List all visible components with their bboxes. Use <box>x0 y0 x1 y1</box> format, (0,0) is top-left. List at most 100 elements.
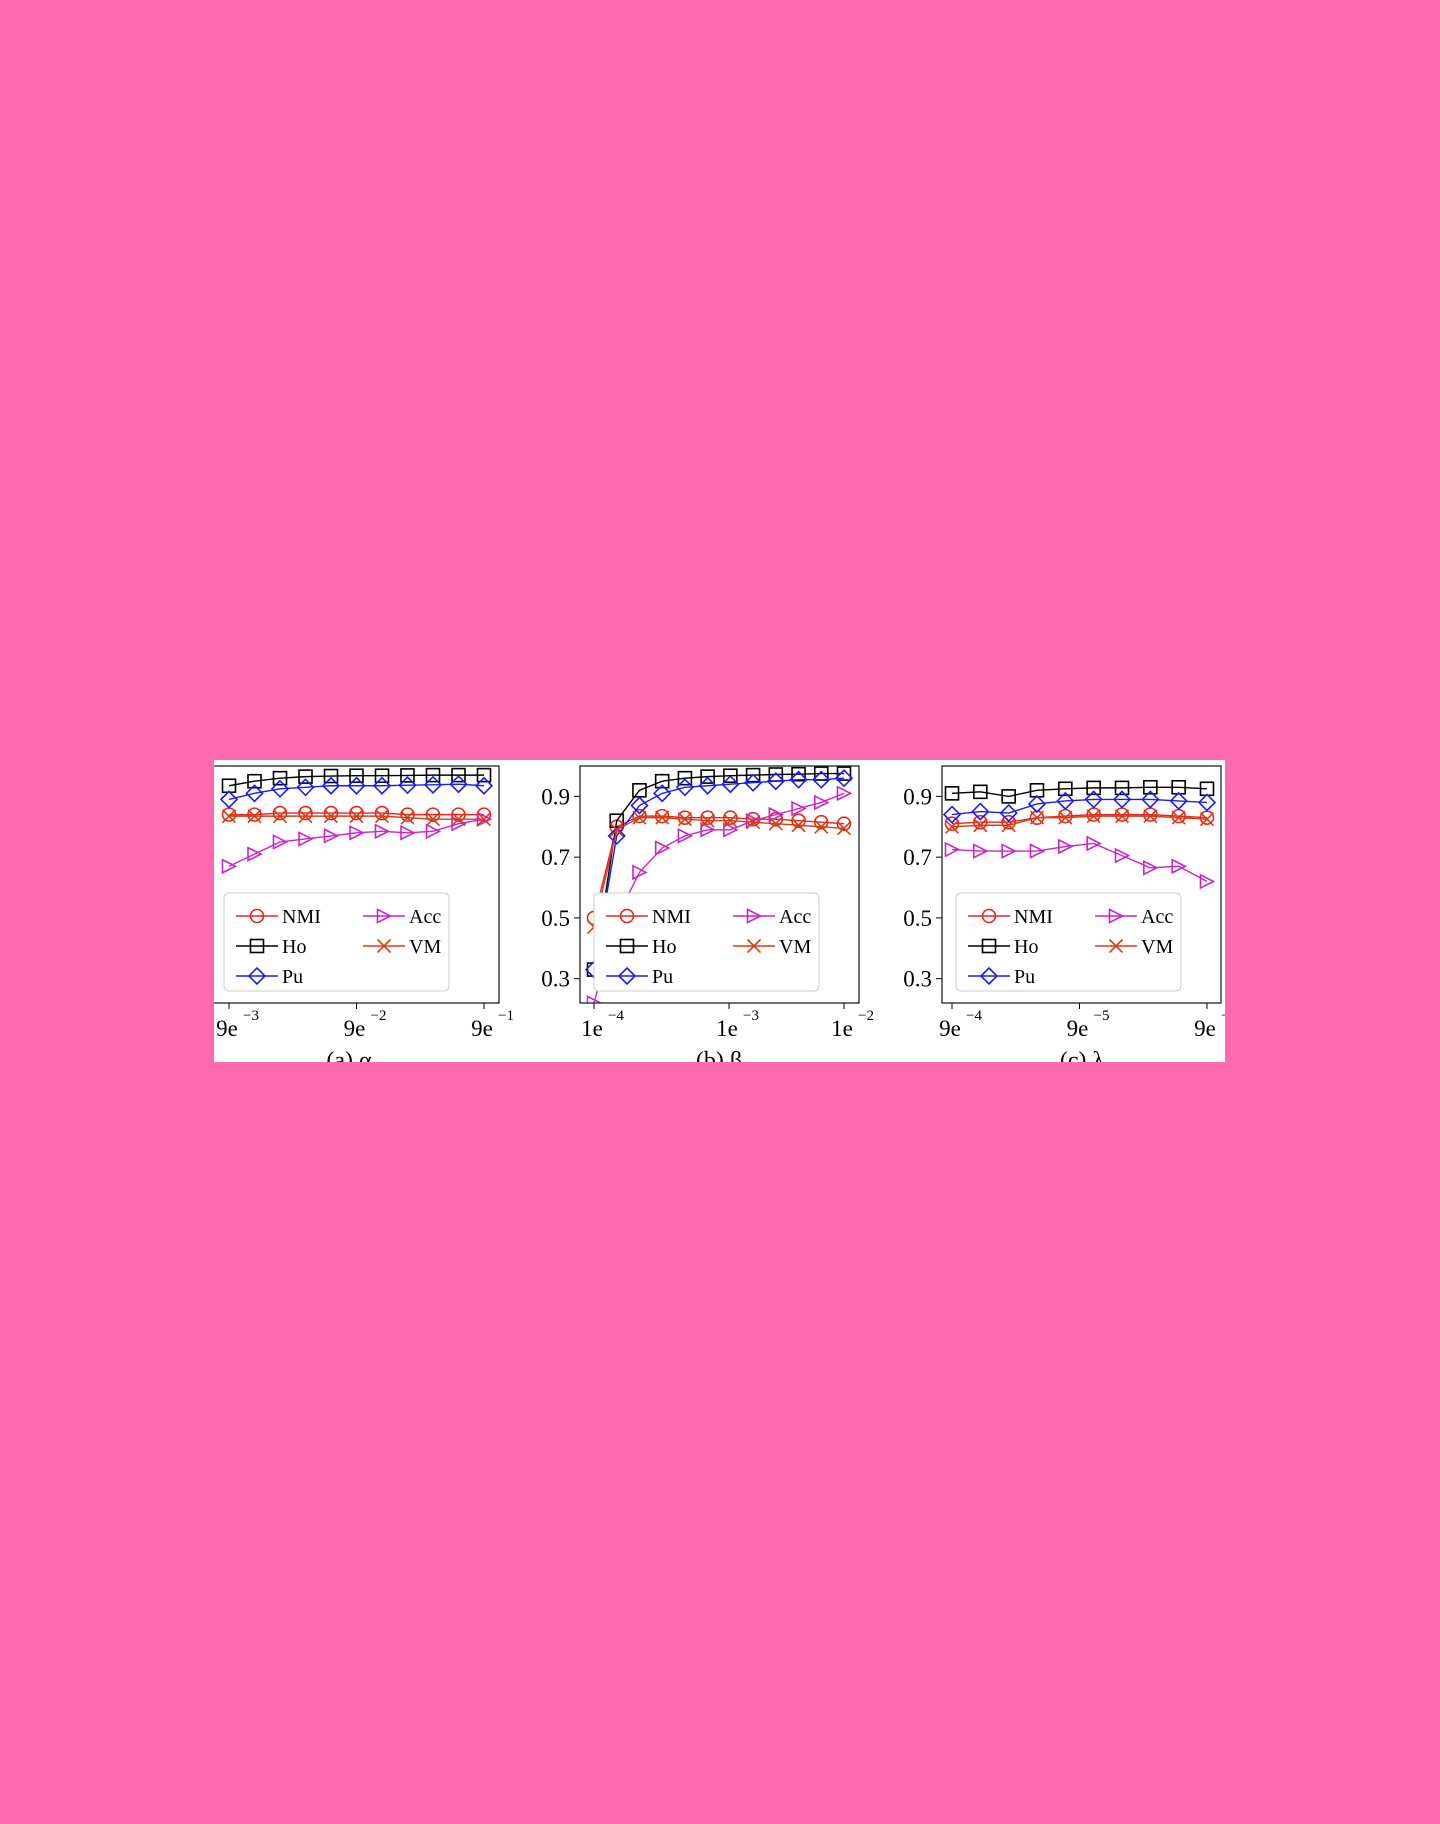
legend-label-acc: Acc <box>779 906 811 928</box>
series-line-nmi <box>229 812 484 816</box>
data-point-vm <box>272 809 288 824</box>
data-point-acc <box>677 828 694 844</box>
legend-box <box>223 892 450 992</box>
data-point-vm <box>1001 818 1016 833</box>
data-point-vm <box>374 809 390 824</box>
data-point-vm <box>298 809 313 824</box>
data-point-acc <box>1029 843 1046 859</box>
data-point-ho <box>836 766 852 781</box>
data-point-vm <box>677 812 692 827</box>
data-point-nmi <box>723 810 738 825</box>
data-point-acc <box>632 864 648 881</box>
series-line-nmi <box>951 813 1208 825</box>
data-point-vm <box>746 815 761 830</box>
legend-marker-pu <box>979 966 999 986</box>
data-point-pu <box>270 779 290 798</box>
data-point-pu <box>1169 791 1188 811</box>
x-tick-exponent: −1 <box>498 1008 514 1024</box>
legend-label-vm: VM <box>1141 936 1173 958</box>
series-line-ho <box>951 786 1208 798</box>
data-point-acc <box>221 858 238 875</box>
data-point-ho <box>451 767 466 783</box>
data-point-vm <box>836 821 852 836</box>
data-point-acc <box>813 794 830 811</box>
data-point-vm <box>791 818 806 833</box>
data-point-nmi <box>247 807 262 822</box>
series-line-ho <box>593 772 844 970</box>
data-point-ho <box>1114 780 1130 796</box>
data-point-pu <box>474 776 494 795</box>
data-point-acc <box>586 995 603 1003</box>
data-point-pu <box>245 784 264 803</box>
data-point-vm <box>944 819 960 834</box>
legend-label-nmi: NMI <box>1014 906 1053 928</box>
data-point-pu <box>347 776 366 795</box>
x-tick-exponent: −5 <box>1094 1008 1110 1024</box>
x-tick-label: 9e <box>1194 1016 1216 1041</box>
figure-panel: 9e −3 9e −2 9e −1 NMI Acc Ho VM Pu (a) α 0.3 0.5 0.7 0.… <box>214 760 1225 1062</box>
data-point-acc <box>944 841 961 858</box>
data-point-ho <box>677 770 693 786</box>
legend-label-vm: VM <box>409 936 441 958</box>
data-point-acc <box>973 843 989 859</box>
data-point-nmi <box>813 814 829 830</box>
data-point-acc <box>1001 843 1017 859</box>
series-line-vm <box>951 815 1208 828</box>
series-group <box>219 767 494 875</box>
data-point-nmi <box>1001 814 1016 830</box>
data-point-acc <box>1086 835 1102 852</box>
x-tick-exponent: −4 <box>608 1008 624 1024</box>
data-point-ho <box>973 784 988 800</box>
data-point-pu <box>1197 793 1217 812</box>
data-point-acc <box>700 822 716 838</box>
data-point-nmi <box>632 808 647 824</box>
chart-panel-3: 0.3 0.5 0.7 0.9 9e −4 9e −5 9e −6 NMI Acc Ho VM Pu (c) … <box>903 765 1225 1062</box>
legend-marker-vm <box>1108 938 1124 954</box>
axes-frame <box>941 765 1222 1004</box>
legend-label-vm: VM <box>779 936 811 958</box>
data-point-vm <box>1029 810 1045 825</box>
data-point-pu <box>1112 790 1132 809</box>
y-tick-label: 0.7 <box>541 845 570 870</box>
legend-marker-acc <box>1108 908 1125 924</box>
data-point-vm <box>400 810 415 825</box>
data-point-pu <box>321 776 341 795</box>
legend: NMI Acc Ho VM Pu <box>593 892 820 992</box>
legend-marker-acc <box>376 908 393 924</box>
chart-panel-2: 0.3 0.5 0.7 0.9 1e −4 1e −3 1e −2 NMI Acc Ho VM Pu (b) … <box>541 765 874 1062</box>
data-point-ho <box>745 767 761 783</box>
panel-caption: (b) β <box>696 1048 742 1062</box>
data-point-acc <box>1171 858 1187 875</box>
data-point-nmi <box>272 805 288 821</box>
x-tick-label: 1e <box>716 1016 738 1041</box>
data-point-pu <box>607 826 626 846</box>
legend-marker-ho <box>619 938 635 954</box>
data-point-vm <box>349 809 364 824</box>
data-point-nmi <box>349 805 364 821</box>
y-tick-label: 0.5 <box>541 906 570 931</box>
data-point-acc <box>836 785 853 802</box>
data-point-acc <box>247 846 263 862</box>
data-point-pu <box>675 778 695 797</box>
data-point-vm <box>768 816 783 831</box>
data-point-pu <box>630 796 649 815</box>
legend-label-acc: Acc <box>409 906 441 928</box>
y-tick-label: 0.7 <box>903 845 932 870</box>
series-line-ho <box>228 774 484 787</box>
data-point-ho <box>323 768 339 784</box>
panel-caption: (a) α <box>326 1048 372 1062</box>
data-point-ho <box>1058 781 1073 797</box>
data-point-ho <box>1001 789 1016 804</box>
legend-marker-vm <box>376 938 392 954</box>
data-point-ho <box>944 786 960 801</box>
data-point-vm <box>609 822 624 837</box>
data-point-acc <box>349 825 365 841</box>
data-point-ho <box>349 768 364 784</box>
data-point-pu <box>1027 794 1047 814</box>
data-point-pu <box>296 778 315 797</box>
data-point-acc <box>723 822 739 838</box>
data-point-acc <box>400 825 416 841</box>
data-point-acc <box>1199 873 1216 890</box>
data-point-nmi <box>374 805 390 821</box>
